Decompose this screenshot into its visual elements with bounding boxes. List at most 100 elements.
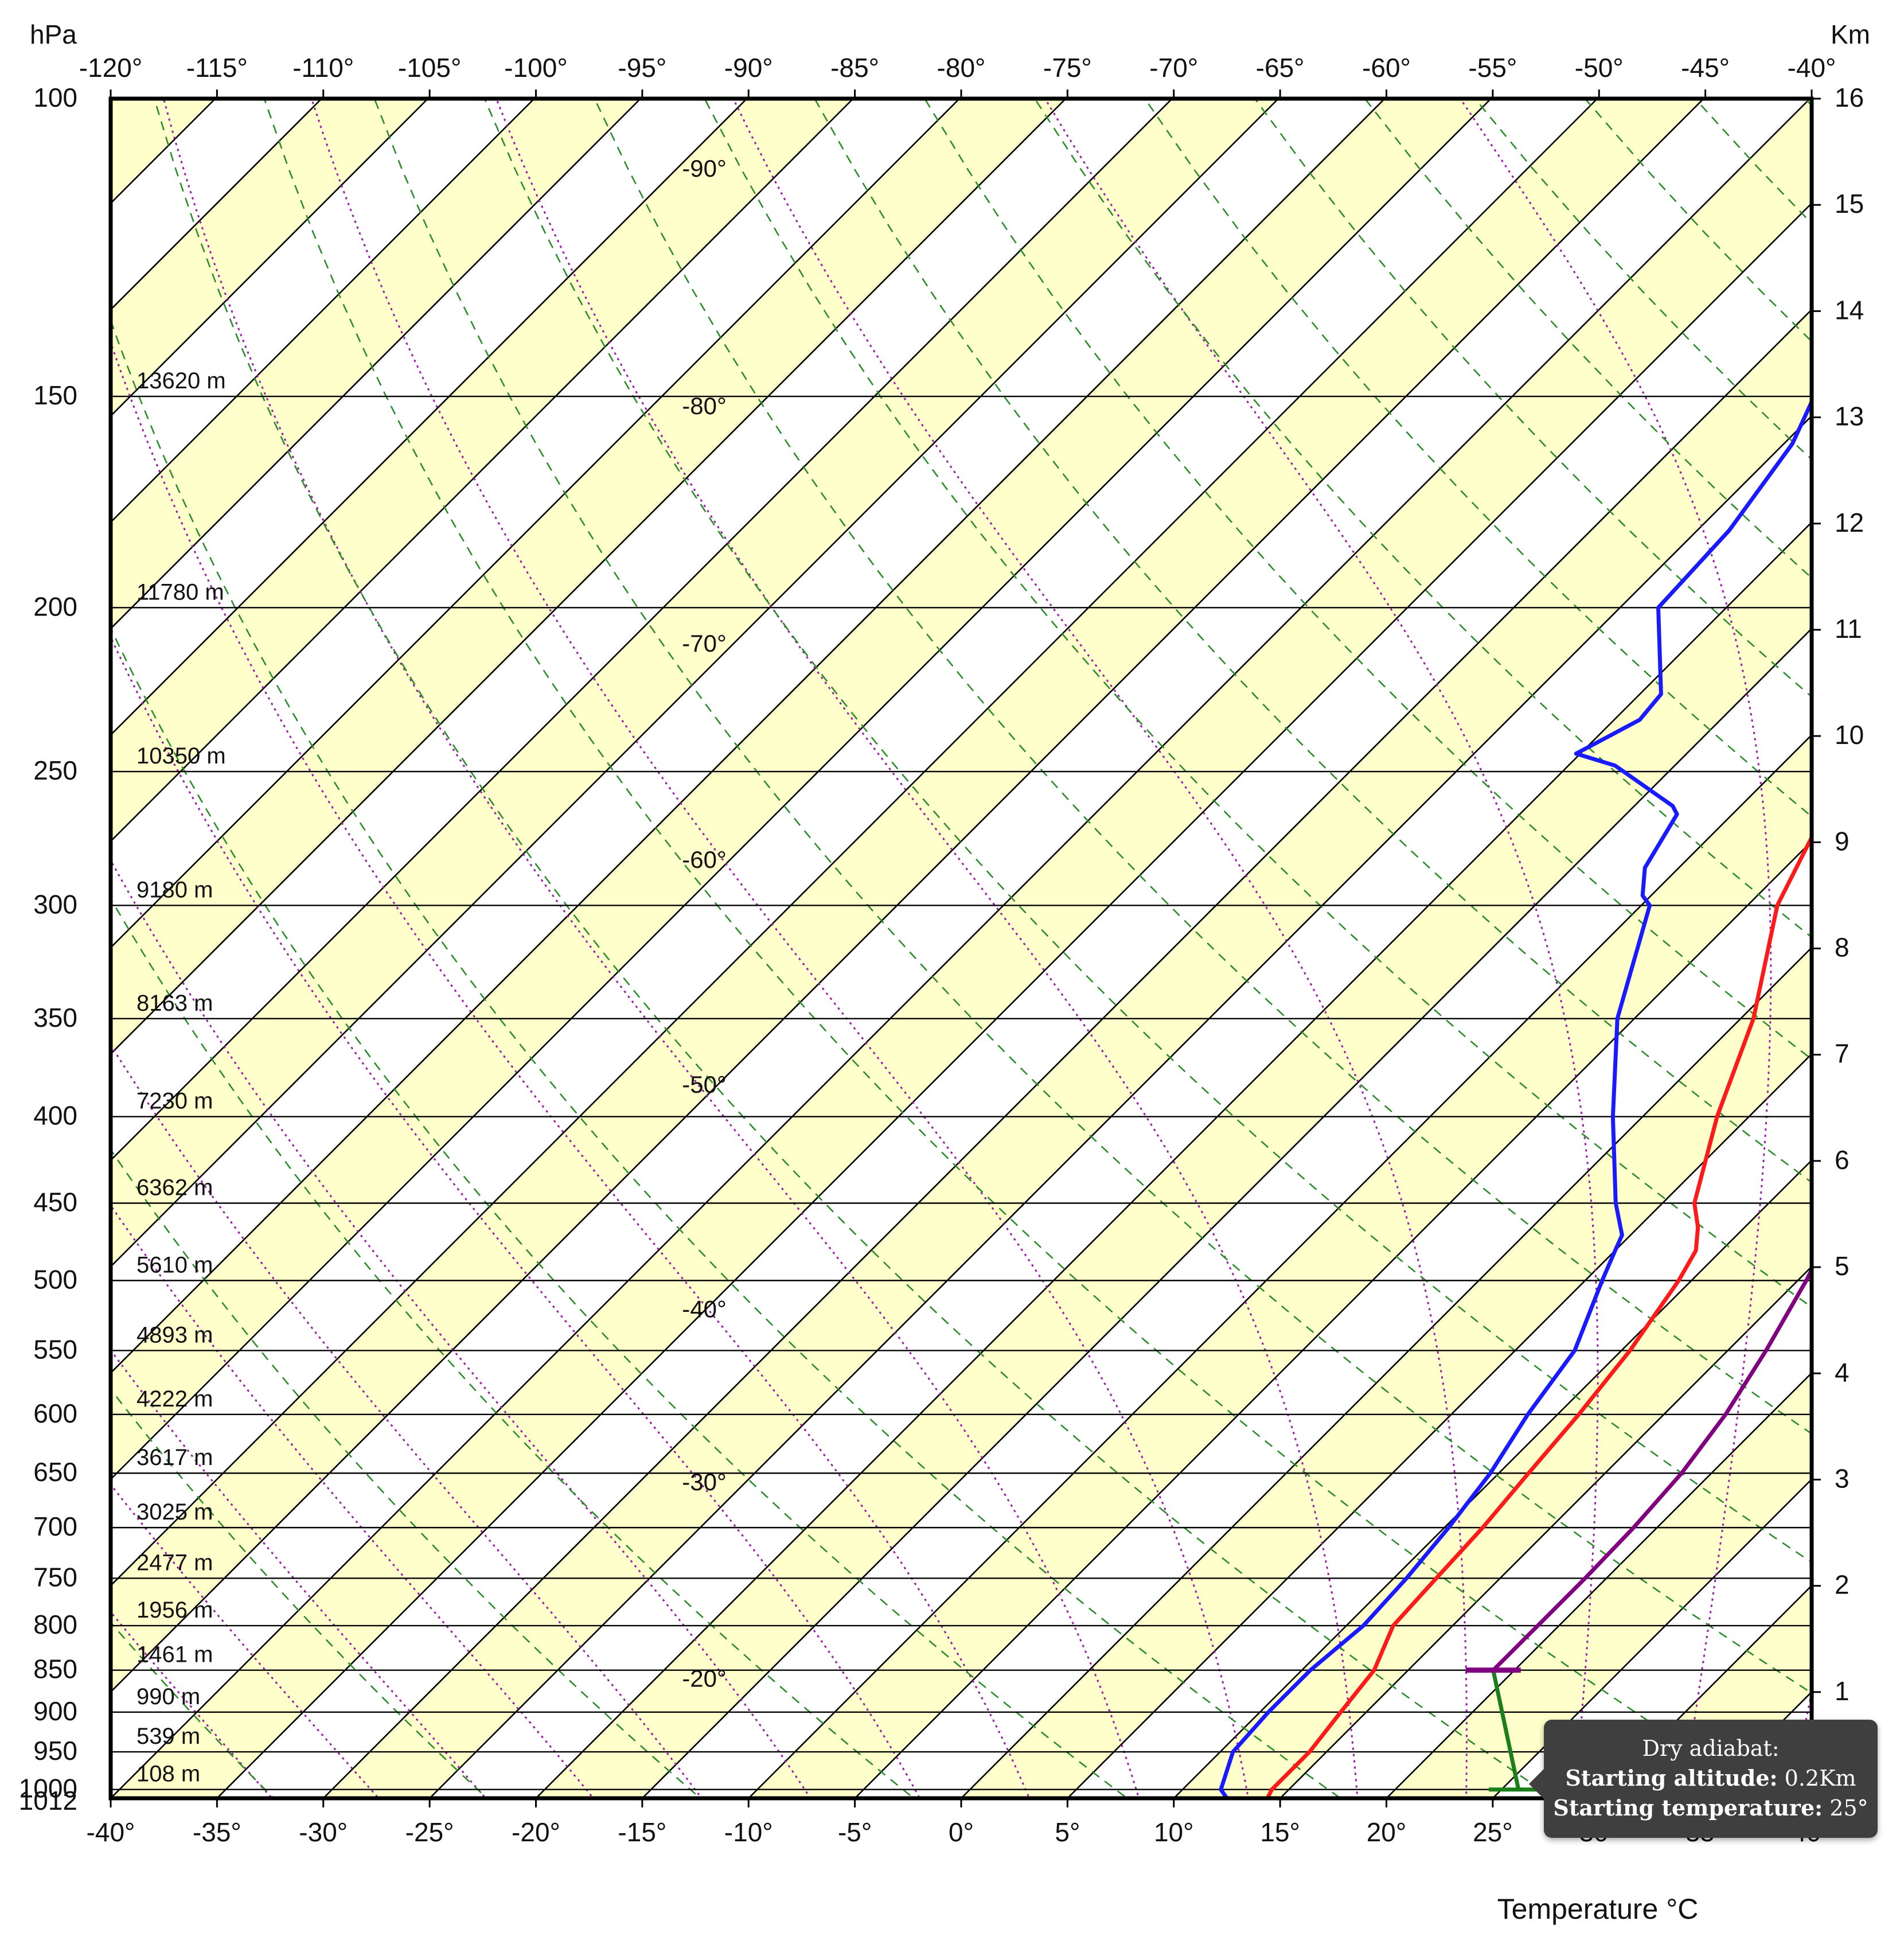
km-tick-label: 15 <box>1835 189 1864 219</box>
moist-adiabat <box>162 99 1140 1798</box>
dry-adiabat <box>924 99 1812 1061</box>
isotherm-line <box>111 99 641 630</box>
dry-adiabat <box>153 99 1555 1798</box>
dry-adiabat <box>1804 99 1812 107</box>
isotherm-lines <box>0 99 1812 1798</box>
x-tick-label: 15° <box>1260 1817 1300 1847</box>
km-tick-label: 2 <box>1835 1570 1850 1600</box>
height-label: 8163 m <box>136 991 213 1016</box>
km-tick-label: 7 <box>1835 1039 1850 1069</box>
dry-adiabat <box>373 99 1812 1694</box>
top-tick-label: -85° <box>830 53 879 83</box>
x-axis-title: Temperature °C <box>1497 1893 1699 1925</box>
height-label: 9180 m <box>136 877 213 902</box>
moist-adiabat <box>732 99 1468 1798</box>
km-tick-label: 6 <box>1835 1145 1850 1175</box>
height-label: 3025 m <box>136 1499 213 1525</box>
moist-adiabat <box>111 1349 487 1798</box>
isotherm-line <box>429 415 1812 1798</box>
x-tick-label: 20° <box>1367 1817 1407 1847</box>
isotherm-line <box>111 99 1598 1587</box>
height-label: 7230 m <box>136 1089 213 1114</box>
dry-adiabat <box>1034 99 1812 938</box>
pressure-tick-label: 850 <box>33 1654 77 1684</box>
x-tick-label: -5° <box>838 1817 872 1847</box>
pressure-tick-label: 600 <box>33 1398 77 1428</box>
height-label: 539 m <box>136 1724 200 1749</box>
column-label: -60° <box>682 846 727 873</box>
right-axis-title: Km <box>1831 20 1870 49</box>
dry-adiabat-tooltip: Dry adiabat: Starting altitude: 0.2Km St… <box>1529 1720 1878 1838</box>
pressure-tick-label: 450 <box>33 1187 77 1217</box>
column-label: -40° <box>682 1296 727 1323</box>
x-tick-label: -10° <box>724 1817 773 1847</box>
height-label: 1956 m <box>136 1598 213 1623</box>
profile-line-1 <box>1219 397 1812 1798</box>
isotherm-line <box>111 99 1704 1693</box>
dry-adiabat <box>594 99 1812 1435</box>
tooltip-altitude-label: Starting altitude: <box>1565 1765 1778 1791</box>
isotherm-line <box>111 99 960 949</box>
profile-line-2 <box>1492 1265 1812 1672</box>
profile-line-0 <box>1265 833 1812 1798</box>
tooltip-temperature-value: 25° <box>1829 1795 1868 1821</box>
pressure-tick-label: 400 <box>33 1101 77 1131</box>
x-tick-label: -40° <box>87 1817 135 1847</box>
pressure-tick-label: 800 <box>33 1610 77 1639</box>
isotherm-line <box>111 99 854 843</box>
isotherm-line <box>322 308 1812 1798</box>
km-tick-label: 10 <box>1835 720 1864 750</box>
isotherm-line <box>1811 1797 1812 1798</box>
pressure-tick-label: 250 <box>33 755 77 785</box>
isotherm-line <box>0 99 109 1798</box>
x-tick-label: -25° <box>405 1817 454 1847</box>
km-tick-label: 4 <box>1835 1357 1850 1387</box>
top-tick-label: -40° <box>1788 53 1836 83</box>
sounding-profiles <box>1219 397 1812 1798</box>
isotherm-line <box>1279 1265 1812 1798</box>
top-tick-label: -95° <box>618 53 666 83</box>
top-tick-label: -80° <box>937 53 986 83</box>
height-labels: 13620 m 11780 m 10350 m 9180 m 8163 m 7230 m 6… <box>136 368 226 1787</box>
isotherm-line <box>111 99 1067 1055</box>
x-tick-label: -15° <box>618 1817 666 1847</box>
km-tick-label: 12 <box>1835 508 1864 537</box>
isotherm-line <box>111 99 535 524</box>
km-tick-label: 13 <box>1835 402 1864 431</box>
pressure-tick-label: 150 <box>33 380 77 410</box>
tooltip-altitude-value: 0.2Km <box>1784 1766 1856 1791</box>
height-label: 4893 m <box>136 1322 213 1347</box>
dry-adiabat <box>814 99 1812 1183</box>
pressure-tick-label: 750 <box>33 1562 77 1592</box>
x-tick-label: 10° <box>1154 1817 1194 1847</box>
top-tick-label: -115° <box>186 53 248 83</box>
pressure-tick-label: 500 <box>33 1264 77 1294</box>
moist-adiabat <box>310 99 1250 1798</box>
pressure-axis: 100 150 200 250 300 350 400 450 500 550 600 650 700 7… <box>19 83 77 1815</box>
height-label: 1461 m <box>136 1642 213 1667</box>
column-label: -20° <box>682 1665 727 1692</box>
moist-adiabat <box>111 1043 703 1798</box>
top-tick-label: -50° <box>1575 53 1624 83</box>
moist-adiabat <box>1460 99 1772 1798</box>
pressure-tick-label: 1012 <box>19 1786 77 1815</box>
dry-adiabat-lines <box>111 99 1812 1798</box>
isotherm-line <box>216 202 1812 1798</box>
x-tick-label: 0° <box>949 1817 974 1847</box>
km-tick-label: 11 <box>1835 614 1862 644</box>
tooltip-line-altitude: Starting altitude: 0.2Km <box>1544 1763 1878 1793</box>
km-tick-label: 14 <box>1835 295 1864 325</box>
x-tick-label: -20° <box>512 1817 560 1847</box>
top-tick-label: -100° <box>504 53 567 83</box>
isotherm-line <box>1386 1372 1812 1798</box>
height-label: 11780 m <box>136 579 224 605</box>
column-temperature-labels: -90° -80° -70° -60° -50° -40° -30° -20° <box>682 155 727 1692</box>
top-tick-label: -60° <box>1362 53 1411 83</box>
left-axis-title: hPa <box>30 20 77 49</box>
top-tick-label: -55° <box>1468 53 1517 83</box>
isotherm-line <box>1492 1478 1812 1798</box>
isotherm-line <box>111 99 429 417</box>
top-tick-label: -120° <box>79 53 142 83</box>
pressure-tick-label: 950 <box>33 1736 77 1766</box>
